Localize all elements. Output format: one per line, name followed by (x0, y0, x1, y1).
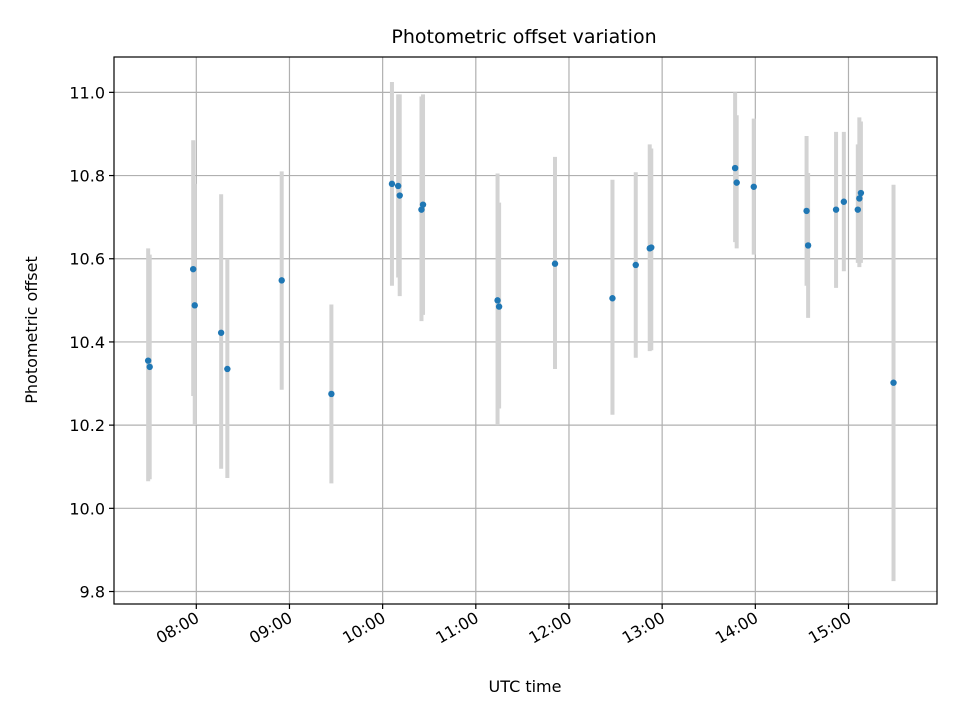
data-point (632, 261, 639, 269)
data-point (418, 206, 425, 213)
data-point (191, 302, 198, 309)
y-tick-label: 10.4 (69, 333, 105, 352)
data-point (648, 244, 655, 251)
data-point (857, 189, 865, 197)
chart-title: Photometric offset variation (391, 26, 656, 48)
data-point (804, 242, 812, 249)
y-tick-label: 9.8 (80, 583, 105, 602)
data-point (278, 277, 285, 284)
data-point (890, 379, 897, 386)
y-tick-label: 10.2 (69, 416, 105, 435)
data-point (854, 206, 862, 213)
data-point (419, 201, 427, 208)
data-point (551, 260, 559, 267)
data-point (394, 182, 402, 190)
grid (114, 57, 937, 604)
y-tick-label: 10.6 (69, 250, 105, 269)
data-point (328, 390, 335, 398)
data-point (832, 206, 840, 213)
data-point (494, 297, 501, 304)
data-point (396, 192, 403, 199)
data-point (609, 295, 616, 302)
data-point (856, 195, 863, 202)
y-axis: 9.8 10.0 10.2 10.4 10.6 10.8 11.0 (69, 83, 114, 602)
data-point (217, 329, 225, 336)
y-tick-label: 10.0 (69, 499, 105, 518)
data-point (733, 179, 740, 186)
data-point (495, 303, 503, 310)
plot-frame (113, 56, 938, 605)
data-point (750, 183, 757, 190)
data-point (144, 357, 152, 364)
y-tick-label: 10.8 (69, 167, 105, 186)
x-axis-label: UTC time (489, 677, 562, 696)
data-points (144, 164, 897, 398)
data-point (388, 180, 396, 188)
y-tick-label: 11.0 (69, 83, 105, 102)
data-point (189, 265, 197, 273)
data-point (146, 363, 153, 371)
data-point (840, 198, 848, 205)
data-point (803, 207, 810, 215)
data-point (224, 365, 231, 373)
data-point (731, 164, 739, 172)
y-axis-label: Photometric offset (22, 256, 41, 404)
